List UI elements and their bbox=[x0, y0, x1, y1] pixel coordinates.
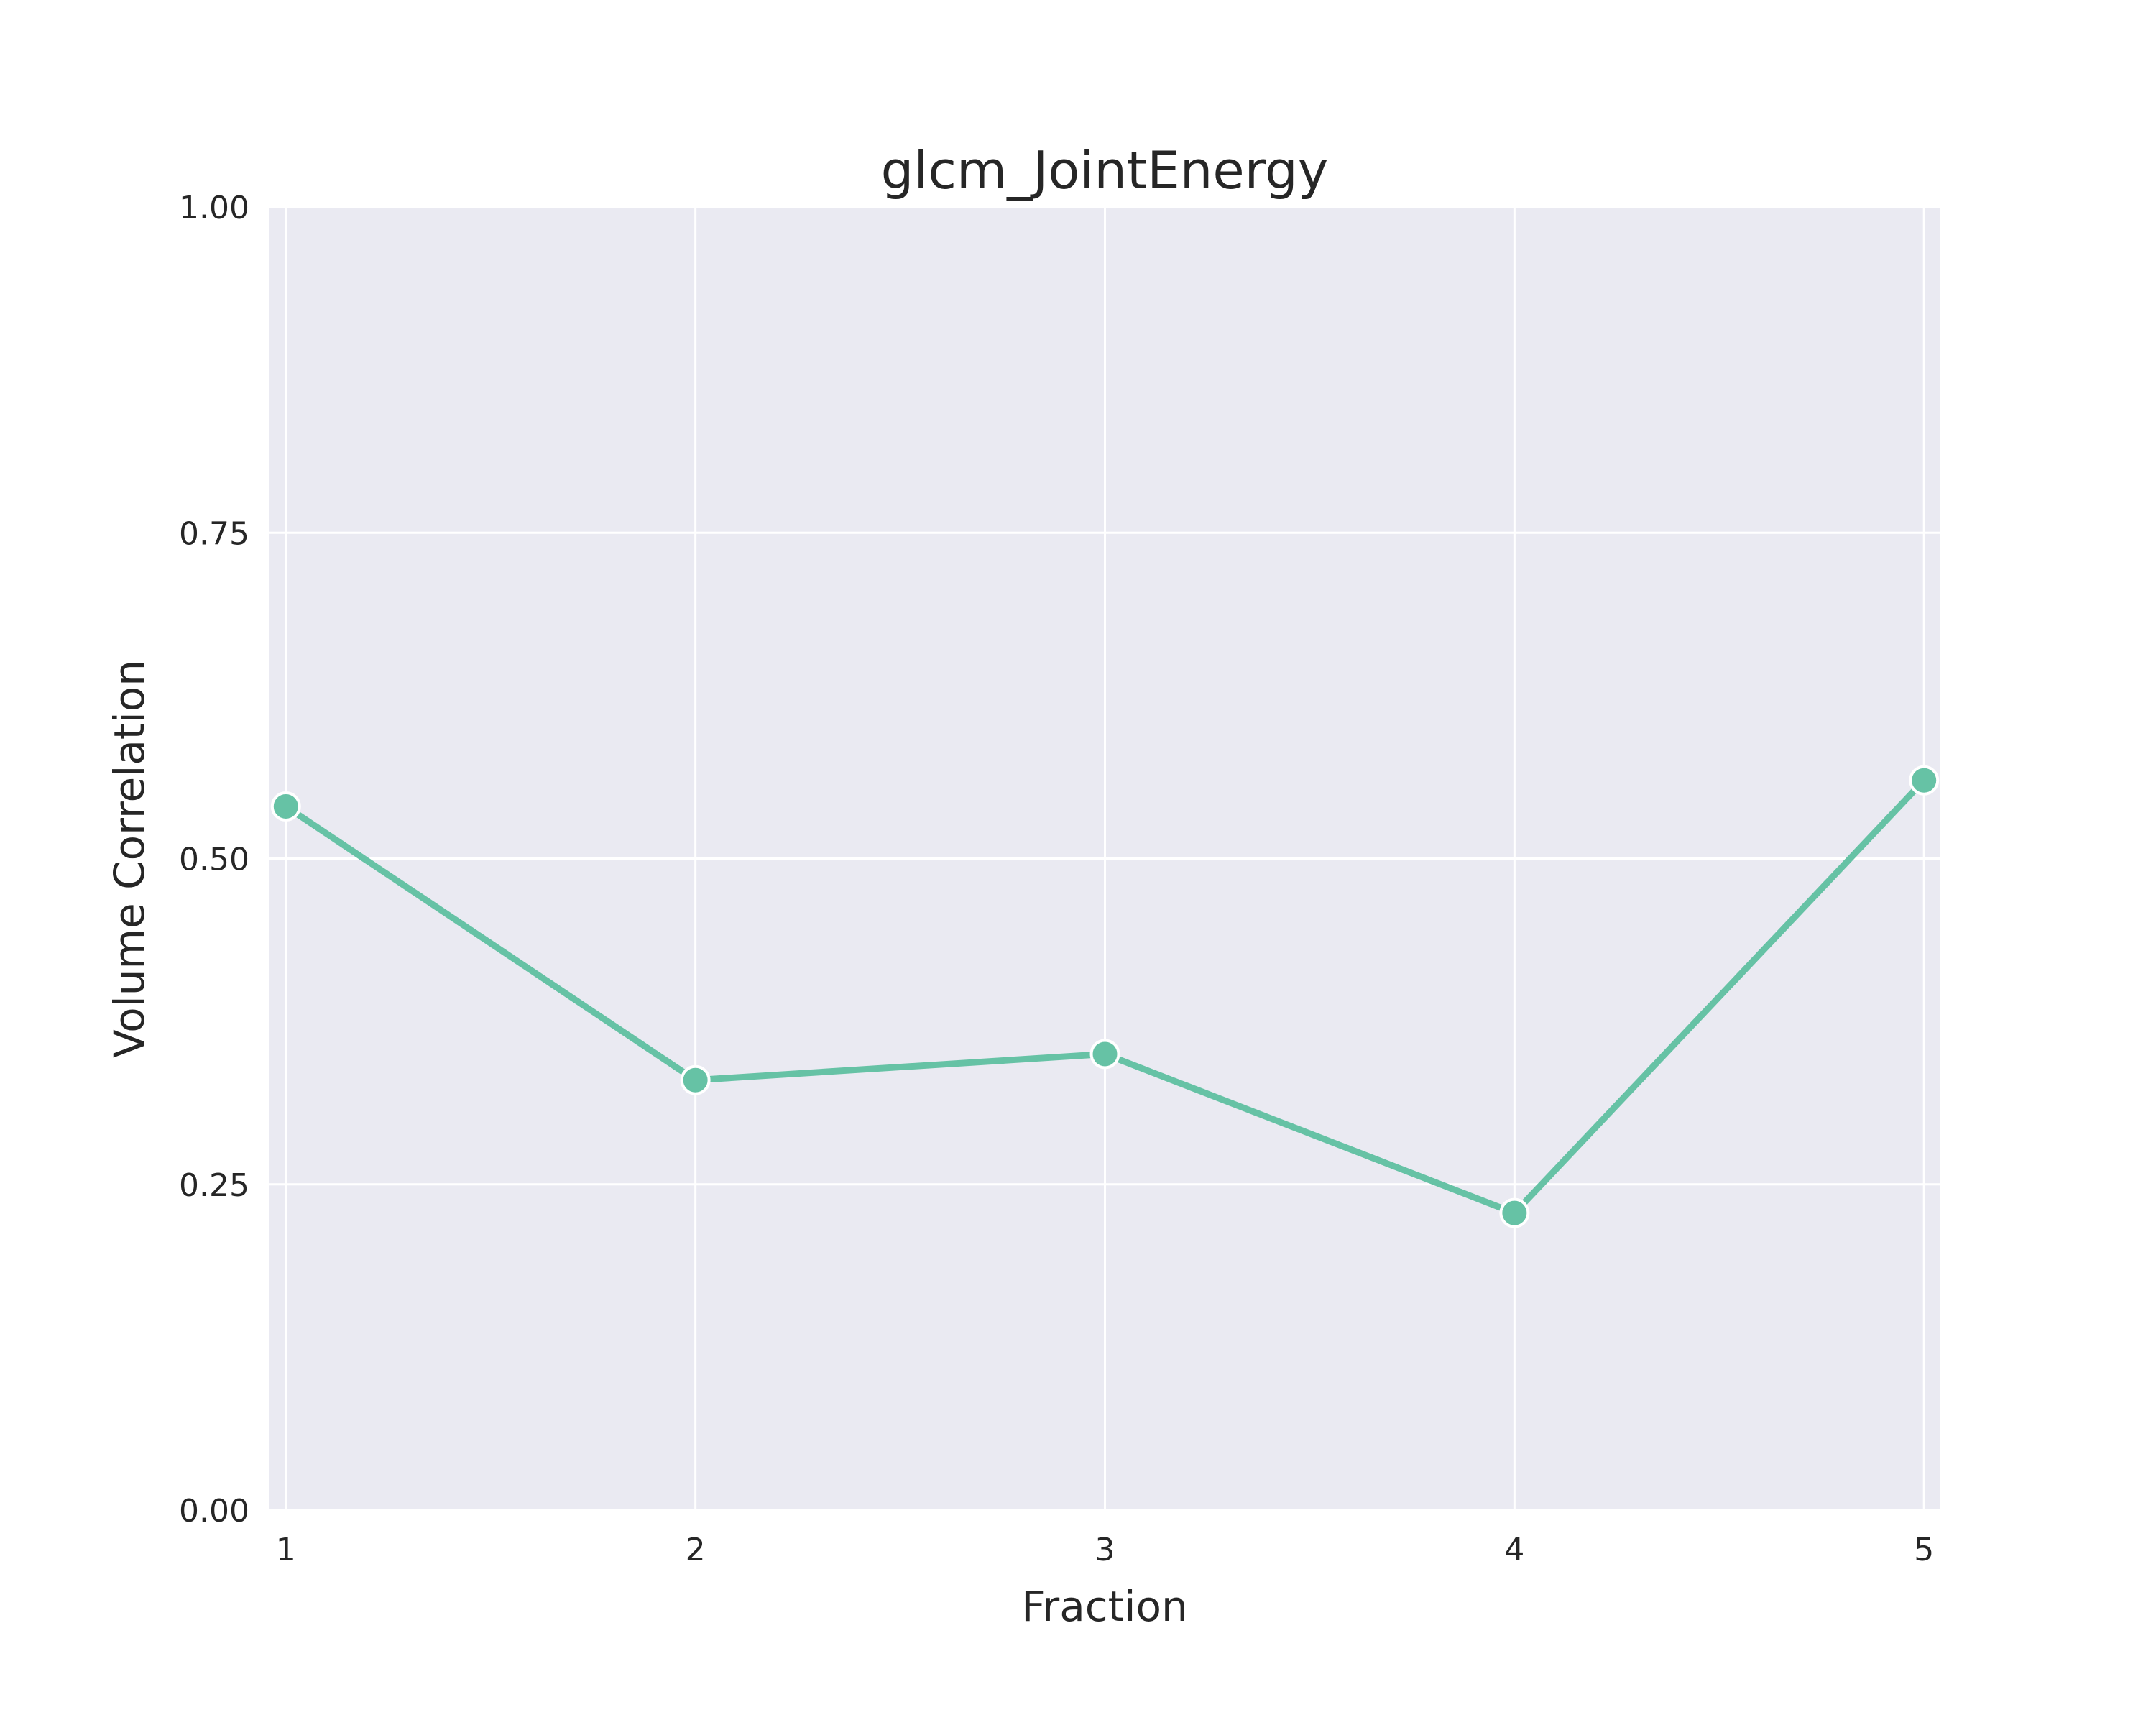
x-tick-label: 3 bbox=[1095, 1532, 1115, 1568]
data-point bbox=[1499, 1197, 1530, 1228]
y-tick-label: 1.00 bbox=[179, 190, 249, 226]
series-layer bbox=[270, 765, 1940, 1228]
x-tick-label: 2 bbox=[686, 1532, 706, 1568]
y-tick-label: 0.25 bbox=[179, 1167, 249, 1204]
x-tick-label: 1 bbox=[276, 1532, 296, 1568]
data-point bbox=[1089, 1039, 1120, 1070]
x-tick-label: 5 bbox=[1914, 1532, 1934, 1568]
y-tick-label: 0.75 bbox=[179, 515, 249, 552]
x-axis-label: Fraction bbox=[1021, 1582, 1188, 1631]
y-axis-label: Volume Correlation bbox=[105, 660, 154, 1058]
data-point bbox=[1909, 765, 1940, 796]
y-tick-label: 0.50 bbox=[179, 842, 249, 878]
data-point bbox=[270, 791, 301, 822]
chart-title: glcm_JointEnergy bbox=[881, 140, 1329, 201]
x-tick-label: 4 bbox=[1504, 1532, 1524, 1568]
y-tick-labels: 0.00 0.25 0.50 0.75 1.00 bbox=[179, 190, 249, 1530]
x-tick-labels: 1 2 3 4 5 bbox=[276, 1532, 1934, 1568]
data-point bbox=[680, 1064, 711, 1095]
y-tick-label: 0.00 bbox=[179, 1493, 249, 1530]
grid-lines bbox=[270, 206, 1940, 1512]
